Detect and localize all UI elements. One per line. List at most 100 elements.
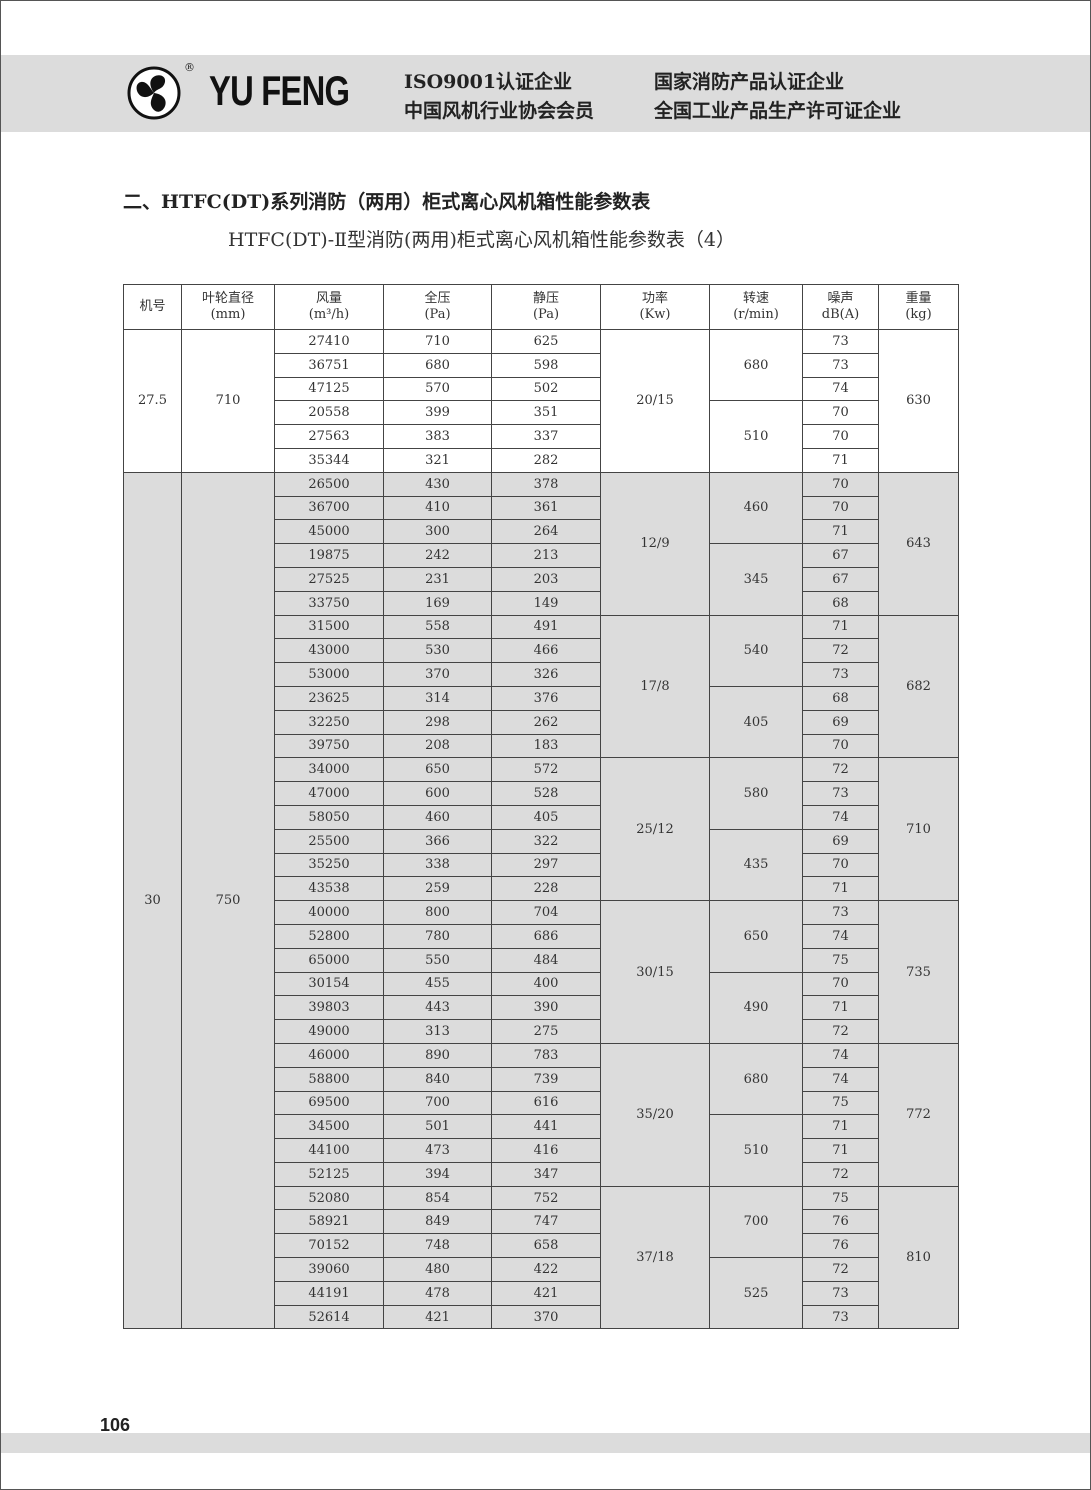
static-pressure-cell: 351 bbox=[491, 400, 601, 426]
column-header: 功率 (Kw) bbox=[600, 284, 710, 330]
total-pressure-cell: 313 bbox=[383, 1019, 492, 1044]
header-label: 风量 bbox=[315, 291, 342, 306]
noise-cell: 72 bbox=[802, 1257, 879, 1282]
airflow-cell: 35250 bbox=[274, 852, 384, 878]
speed-cell: 680 bbox=[709, 328, 803, 402]
noise-cell: 73 bbox=[802, 781, 879, 806]
noise-cell: 71 bbox=[802, 519, 879, 545]
noise-cell: 76 bbox=[802, 1233, 879, 1259]
table-row: 58921 849 747 76 bbox=[124, 1209, 959, 1235]
airflow-cell: 46000 bbox=[274, 1042, 384, 1068]
header-label: 噪声 bbox=[827, 291, 854, 306]
airflow-cell: 33750 bbox=[274, 590, 384, 616]
static-pressure-cell: 421 bbox=[491, 1280, 601, 1306]
total-pressure-cell: 840 bbox=[383, 1066, 492, 1092]
airflow-cell: 39060 bbox=[274, 1257, 384, 1282]
table-row: 40000 800 704 30/15 650 73 735 bbox=[124, 900, 959, 1044]
total-pressure-cell: 421 bbox=[383, 1304, 492, 1330]
static-pressure-cell: 572 bbox=[491, 757, 601, 783]
table-row: 34000 650 572 25/12 580 72 710 bbox=[124, 757, 959, 902]
total-pressure-cell: 321 bbox=[383, 447, 492, 473]
table-title: HTFC(DT)-Ⅱ型消防(两用)柜式离心风机箱性能参数表（4） bbox=[228, 229, 735, 251]
total-pressure-cell: 169 bbox=[383, 590, 492, 616]
weight-cell: 772 bbox=[878, 1042, 959, 1187]
cert-license: 全国工业产品生产许可证企业 bbox=[654, 100, 902, 122]
airflow-cell: 69500 bbox=[274, 1090, 384, 1116]
airflow-cell: 27525 bbox=[274, 566, 384, 592]
total-pressure-cell: 443 bbox=[383, 995, 492, 1021]
noise-cell: 74 bbox=[802, 1066, 879, 1092]
noise-cell: 71 bbox=[802, 614, 879, 640]
total-pressure-cell: 242 bbox=[383, 543, 492, 568]
noise-cell: 74 bbox=[802, 1042, 879, 1068]
noise-cell: 73 bbox=[802, 329, 879, 354]
header-unit: (kg) bbox=[905, 307, 932, 322]
airflow-cell: 52800 bbox=[274, 923, 384, 949]
total-pressure-cell: 550 bbox=[383, 947, 492, 973]
header-unit: dB(A) bbox=[821, 307, 860, 322]
airflow-cell: 52614 bbox=[274, 1304, 384, 1330]
header-label: 叶轮直径 bbox=[201, 291, 254, 306]
static-pressure-cell: 658 bbox=[491, 1233, 601, 1259]
table-row: 47125 570 502 74 bbox=[124, 376, 959, 402]
noise-cell: 74 bbox=[802, 376, 879, 402]
airflow-cell: 52125 bbox=[274, 1161, 384, 1187]
static-pressure-cell: 228 bbox=[491, 876, 601, 902]
header-band: ® YU FENG ISO9001认证企业 国家消防产品认证企业 中国风机行业协… bbox=[1, 55, 1090, 132]
total-pressure-cell: 259 bbox=[383, 876, 492, 902]
noise-cell: 70 bbox=[802, 971, 879, 997]
registered-mark: ® bbox=[184, 61, 195, 74]
airflow-cell: 36751 bbox=[274, 352, 384, 378]
noise-cell: 71 bbox=[802, 995, 879, 1021]
noise-cell: 70 bbox=[802, 733, 879, 759]
table-row: 33750 169 149 68 bbox=[124, 590, 959, 616]
static-pressure-cell: 416 bbox=[491, 1138, 601, 1163]
cert-association: 中国风机行业协会会员 bbox=[404, 100, 595, 122]
speed-cell: 540 bbox=[709, 614, 803, 687]
total-pressure-cell: 800 bbox=[383, 900, 492, 925]
header-unit: (m³/h) bbox=[308, 307, 350, 322]
noise-cell: 69 bbox=[802, 709, 879, 735]
static-pressure-cell: 747 bbox=[491, 1209, 601, 1235]
total-pressure-cell: 231 bbox=[383, 566, 492, 592]
noise-cell: 69 bbox=[802, 828, 879, 854]
table-row: 58800 840 739 74 bbox=[124, 1066, 959, 1092]
airflow-cell: 31500 bbox=[274, 614, 384, 640]
table-row: 30154 455 400 490 70 bbox=[124, 971, 959, 1044]
static-pressure-cell: 322 bbox=[491, 828, 601, 854]
airflow-cell: 65000 bbox=[274, 947, 384, 973]
header-unit: (Pa) bbox=[532, 307, 560, 322]
static-pressure-cell: 491 bbox=[491, 614, 601, 640]
diameter-cell: 710 bbox=[181, 329, 275, 473]
header-unit: (mm) bbox=[210, 307, 246, 322]
noise-cell: 75 bbox=[802, 947, 879, 973]
total-pressure-cell: 430 bbox=[383, 471, 492, 497]
total-pressure-cell: 480 bbox=[383, 1257, 492, 1282]
header-unit: (Pa) bbox=[424, 307, 451, 322]
static-pressure-cell: 390 bbox=[491, 995, 601, 1021]
speed-cell: 510 bbox=[709, 1114, 803, 1187]
noise-cell: 70 bbox=[802, 424, 879, 449]
static-pressure-cell: 337 bbox=[491, 424, 601, 449]
performance-table: 机号 叶轮直径 (mm) 风量 (m³/h) 全压 (Pa) 静压 (Pa) 功率 (Kw) 转速 (r… bbox=[123, 284, 959, 1330]
brand-name: YU FENG bbox=[209, 67, 350, 114]
static-pressure-cell: 625 bbox=[491, 329, 601, 354]
total-pressure-cell: 473 bbox=[383, 1138, 492, 1163]
static-pressure-cell: 616 bbox=[491, 1090, 601, 1116]
table-row: 31500 558 491 17/8 540 71 682 bbox=[124, 614, 959, 759]
airflow-cell: 20558 bbox=[274, 400, 384, 426]
column-header: 重量 (kg) bbox=[878, 284, 959, 330]
airflow-cell: 53000 bbox=[274, 662, 384, 687]
table-row: 27.5 710 27410 710 625 20/15 680 73 630 bbox=[123, 328, 959, 473]
airflow-cell: 19875 bbox=[274, 543, 384, 568]
total-pressure-cell: 558 bbox=[383, 614, 492, 640]
noise-cell: 72 bbox=[802, 638, 879, 664]
airflow-cell: 58800 bbox=[274, 1066, 384, 1092]
static-pressure-cell: 149 bbox=[491, 590, 601, 616]
table-row: 45000 300 264 71 bbox=[124, 519, 959, 545]
speed-cell: 510 bbox=[709, 400, 803, 473]
table-row: 53000 370 326 73 bbox=[124, 662, 959, 687]
table-row: 65000 550 484 75 bbox=[124, 947, 959, 973]
static-pressure-cell: 326 bbox=[491, 662, 601, 687]
static-pressure-cell: 598 bbox=[491, 352, 601, 378]
